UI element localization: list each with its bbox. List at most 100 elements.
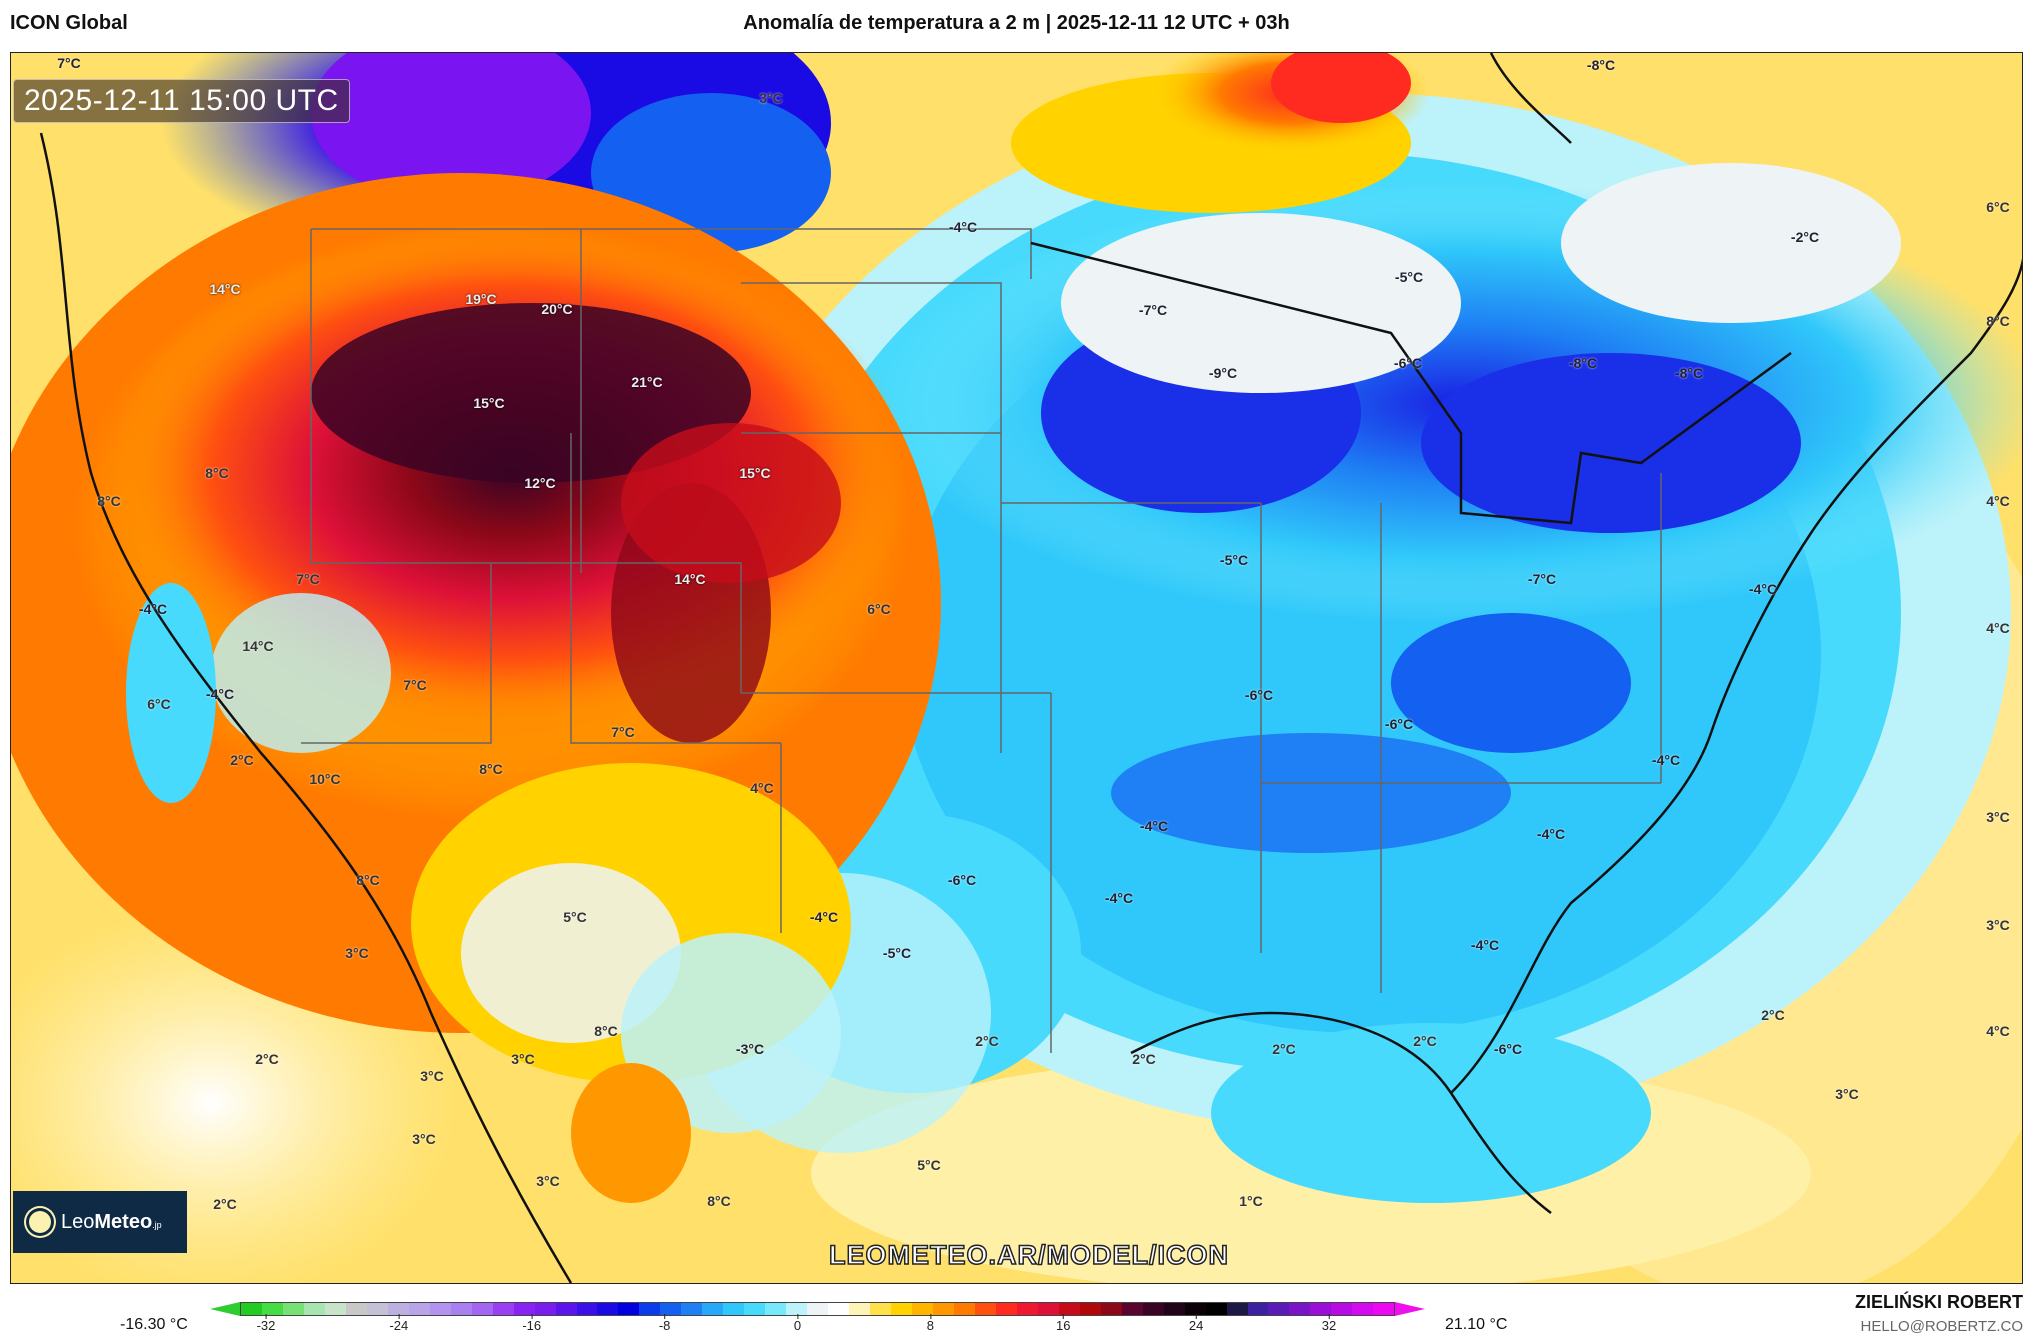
temperature-label: 3°C	[536, 1173, 560, 1189]
anomaly-field	[11, 53, 2022, 1283]
temperature-label: 6°C	[1986, 199, 2010, 215]
temperature-label: 8°C	[97, 493, 121, 509]
colorbar-swatch	[828, 1303, 850, 1315]
temperature-label: 2°C	[975, 1033, 999, 1049]
colorbar-swatch	[597, 1303, 619, 1315]
temperature-label: -4°C	[1470, 937, 1500, 953]
temperature-label: -4°C	[1748, 581, 1778, 597]
temperature-label: 3°C	[1986, 809, 2010, 825]
temperature-label: -8°C	[1568, 355, 1598, 371]
colorbar-swatch	[387, 1303, 409, 1315]
temperature-label: -2°C	[1790, 229, 1820, 245]
temperature-label: 2°C	[1272, 1041, 1296, 1057]
colorbar-swatch	[429, 1303, 451, 1315]
colorbar-swatch	[932, 1303, 954, 1315]
watermark-url: LEOMETEO.AR/MODEL/ICON	[828, 1239, 1229, 1271]
temperature-label: 6°C	[867, 601, 891, 617]
colorbar-swatch	[408, 1303, 430, 1315]
temperature-label: 3°C	[412, 1131, 436, 1147]
colorbar-tick-label: 16	[1056, 1314, 1071, 1333]
temperature-label: 10°C	[309, 771, 341, 787]
temperature-label: -3°C	[735, 1041, 765, 1057]
colorbar-tick-label: -8	[658, 1314, 671, 1333]
temperature-label: 15°C	[473, 395, 505, 411]
temperature-label: 3°C	[1986, 917, 2010, 933]
temperature-label: 12°C	[524, 475, 556, 491]
colorbar-tick-label: -32	[256, 1314, 276, 1333]
colorbar-swatch	[492, 1303, 514, 1315]
colorbar-swatch	[450, 1303, 472, 1315]
colorbar-swatch	[1289, 1303, 1311, 1315]
colorbar-swatch	[534, 1303, 556, 1315]
colorbar-swatch	[953, 1303, 975, 1315]
temperature-label: -6°C	[1244, 687, 1274, 703]
colorbar-swatch	[995, 1303, 1017, 1315]
temperature-label: -4°C	[1651, 752, 1681, 768]
colorbar-swatch	[912, 1303, 933, 1315]
temperature-label: 3°C	[1835, 1086, 1859, 1102]
colorbar-tick-label: 8	[926, 1314, 934, 1333]
colorbar-swatch	[870, 1303, 892, 1315]
temperature-label: 6°C	[147, 696, 171, 712]
colorbar-swatch	[1100, 1303, 1122, 1315]
sun-icon	[29, 1211, 51, 1233]
temperature-label: 8°C	[479, 761, 503, 777]
colorbar-swatch	[1163, 1303, 1185, 1315]
colorbar-swatch	[1373, 1303, 1395, 1315]
colorbar-swatch	[324, 1303, 346, 1315]
valid-time-badge: 2025-12-11 15:00 UTC	[13, 79, 350, 123]
temperature-label: -6°C	[1384, 716, 1414, 732]
colorbar-swatch	[555, 1303, 577, 1315]
temperature-label: -4°C	[138, 601, 168, 617]
colorbar-swatch	[1016, 1303, 1038, 1315]
colorbar-tick-label: 24	[1188, 1314, 1204, 1333]
colorbar-swatch	[786, 1303, 808, 1315]
temperature-label: 19°C	[465, 291, 497, 307]
colorbar-swatch	[1310, 1303, 1332, 1315]
temperature-label: 3°C	[511, 1051, 535, 1067]
temperature-label: 20°C	[541, 301, 573, 317]
colorbar-swatch	[1247, 1303, 1269, 1315]
colorbar-swatch	[1184, 1303, 1206, 1315]
colorbar-swatch	[261, 1303, 283, 1315]
temperature-label: 4°C	[1986, 493, 2010, 509]
temperature-label: -4°C	[809, 909, 839, 925]
temperature-label: 7°C	[611, 724, 635, 740]
temperature-label: -4°C	[1139, 818, 1169, 834]
temperature-label: 15°C	[739, 465, 771, 481]
temperature-label: 2°C	[1132, 1051, 1156, 1067]
colorbar-swatch	[282, 1303, 304, 1315]
colorbar-swatch	[849, 1303, 871, 1315]
temperature-label: 3°C	[759, 90, 783, 106]
colorbar-swatch	[1079, 1303, 1101, 1315]
temperature-label: -5°C	[1219, 552, 1249, 568]
colorbar-swatch	[660, 1303, 682, 1315]
colorbar-swatch	[1121, 1303, 1143, 1315]
colorbar-swatch	[702, 1303, 724, 1315]
legend-max-value: 21.10 °C	[1445, 1316, 1508, 1333]
temperature-label: 2°C	[213, 1196, 237, 1212]
temperature-label: -6°C	[947, 872, 977, 888]
temperature-label: 3°C	[420, 1068, 444, 1084]
temperature-label: 2°C	[1761, 1007, 1785, 1023]
temperature-label: 7°C	[296, 571, 320, 587]
colorbar-tick-label: 32	[1321, 1314, 1337, 1333]
temperature-label: 21°C	[631, 374, 663, 390]
temperature-label: -5°C	[1394, 269, 1424, 285]
colorbar-swatch	[639, 1303, 661, 1315]
colorbar-swatch	[1352, 1303, 1374, 1315]
colorbar-swatch	[618, 1303, 640, 1315]
temperature-label: 5°C	[563, 909, 587, 925]
temperature-label: -4°C	[948, 219, 978, 235]
temperature-label: 14°C	[242, 638, 274, 654]
temperature-label: -6°C	[1393, 355, 1423, 371]
temperature-label: 2°C	[230, 752, 254, 768]
colorbar-swatch	[974, 1303, 996, 1315]
colorbar-swatch	[807, 1303, 829, 1315]
temperature-label: -8°C	[1586, 57, 1616, 73]
temperature-label: 8°C	[205, 465, 229, 481]
temperature-label: 4°C	[1986, 620, 2010, 636]
temperature-label: 8°C	[707, 1193, 731, 1209]
colorbar-swatch	[1331, 1303, 1353, 1315]
colorbar-max-arrow	[1395, 1302, 1425, 1316]
